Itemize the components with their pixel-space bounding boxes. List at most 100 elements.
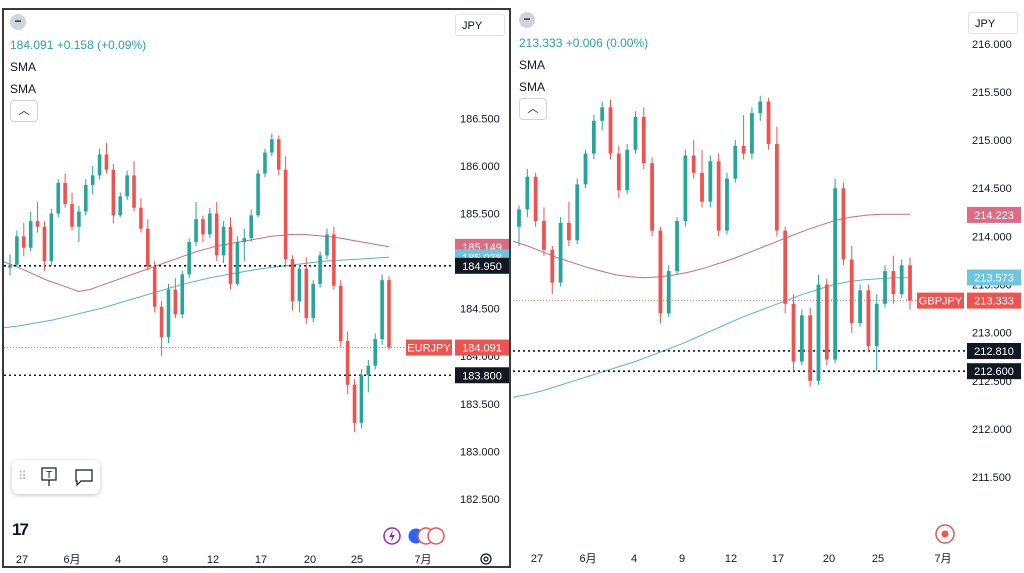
chart-canvas-gbpjpy[interactable]: 216.000 215.500 215.000 214.500 214.000 213.5…: [513, 8, 1022, 568]
chevron-up-icon: ︿: [527, 103, 539, 115]
legend-change: +0.006 (0.00%): [565, 36, 649, 50]
x-tick-label: 4: [631, 553, 637, 565]
legend-sma-2[interactable]: SMA: [10, 82, 37, 96]
candle: [608, 107, 613, 154]
candle: [766, 101, 771, 144]
legend-price: 184.091: [10, 38, 54, 52]
candle: [708, 161, 713, 202]
y-tick-label: 185.500: [460, 208, 500, 220]
candle: [208, 213, 212, 235]
legend-sma-2[interactable]: SMA: [519, 80, 546, 94]
x-tick-label: 17: [255, 554, 267, 566]
chart-menu-icon[interactable]: −: [519, 12, 535, 28]
candle: [221, 226, 226, 256]
candle: [774, 143, 779, 231]
candle: [338, 285, 343, 341]
legend-sma-1[interactable]: SMA: [519, 58, 546, 72]
price-tag: [967, 363, 1021, 380]
x-tick-label: 7月: [414, 554, 431, 566]
candle: [675, 220, 679, 272]
chart-menu-icon[interactable]: −: [10, 14, 26, 30]
legend-price-line: 213.333 +0.006 (0.00%): [519, 32, 648, 54]
candle: [359, 375, 364, 423]
candle: [691, 155, 696, 173]
candle: [866, 290, 871, 347]
candle: [725, 178, 729, 231]
x-tick-label: 12: [207, 554, 219, 566]
price-tag-label: 213.573: [974, 273, 1014, 285]
candle: [808, 315, 813, 381]
chart-panel-gbpjpy[interactable]: 216.000 215.500 215.000 214.500 214.000 213.5…: [513, 8, 1022, 568]
svg-text:T: T: [46, 470, 52, 481]
candle: [8, 264, 12, 268]
sma-short-line: [513, 277, 910, 398]
chart-panel-eurjpy[interactable]: 186.500 186.000 185.500 184.500 184.000 183.5…: [2, 8, 511, 568]
price-tag-label: 184.950: [462, 261, 502, 273]
candle: [235, 242, 240, 284]
candle: [242, 238, 247, 243]
candle: [77, 211, 81, 227]
y-tick-label: 214.500: [972, 183, 1012, 195]
collapse-legend-button[interactable]: ︿: [519, 98, 547, 120]
currency-selector[interactable]: JPY: [455, 14, 505, 36]
alerts-icon[interactable]: [382, 526, 452, 546]
candle: [833, 188, 838, 360]
price-tag: [455, 257, 509, 274]
y-tick-label: 182.500: [460, 494, 500, 506]
candle: [700, 172, 704, 202]
candle: [883, 271, 887, 304]
alerts-icon[interactable]: [933, 522, 957, 546]
candle: [201, 219, 205, 235]
y-tick-label: 211.500: [972, 472, 1011, 484]
candle: [28, 221, 33, 248]
candle: [633, 116, 638, 150]
candle: [290, 259, 295, 302]
candle: [166, 289, 171, 338]
chart-canvas-eurjpy[interactable]: 186.500186.000185.500184.500184.000183.5…: [4, 10, 509, 566]
candle: [550, 249, 555, 283]
candle: [750, 113, 754, 154]
candle: [783, 230, 788, 304]
price-tag-label: 214.223: [974, 210, 1014, 222]
x-tick-label: 12: [725, 553, 737, 565]
candle: [799, 315, 804, 362]
candle: [345, 340, 350, 385]
settings-gear-icon[interactable]: [478, 551, 494, 567]
candle: [173, 289, 178, 315]
candle: [35, 221, 40, 227]
price-tag: [967, 292, 1021, 309]
candle: [139, 207, 143, 229]
candle: [366, 365, 371, 376]
y-tick-label: 186.000: [460, 161, 500, 173]
candle: [625, 149, 630, 191]
y-tick-label: 183.000: [460, 446, 500, 458]
candle: [352, 384, 357, 423]
drag-handle-icon[interactable]: ⠿: [18, 469, 27, 483]
candle: [249, 215, 253, 239]
candle: [683, 155, 688, 221]
candle: [228, 226, 233, 284]
candle: [387, 280, 391, 348]
candle: [146, 228, 150, 267]
price-tag-label: 212.600: [974, 366, 1014, 378]
x-tick-label: 25: [351, 554, 363, 566]
price-tag: [967, 206, 1021, 223]
currency-selector[interactable]: JPY: [968, 12, 1018, 34]
candle: [332, 234, 336, 286]
comment-icon[interactable]: [74, 468, 94, 488]
candle: [132, 175, 136, 208]
candle: [318, 255, 322, 284]
candle: [874, 303, 879, 347]
y-tick-label: 214.000: [972, 231, 1012, 243]
candle: [270, 139, 274, 153]
y-tick-label: 184.500: [460, 304, 500, 316]
candle: [791, 303, 796, 362]
legend-sma-1[interactable]: SMA: [10, 60, 37, 74]
x-tick-label: 20: [304, 554, 316, 566]
price-tag: [455, 339, 509, 356]
text-tool-icon[interactable]: T: [40, 466, 60, 488]
collapse-legend-button[interactable]: ︿: [10, 100, 38, 122]
candle: [56, 183, 61, 214]
x-tick-label: 20: [823, 553, 835, 565]
price-tag: [967, 269, 1021, 286]
